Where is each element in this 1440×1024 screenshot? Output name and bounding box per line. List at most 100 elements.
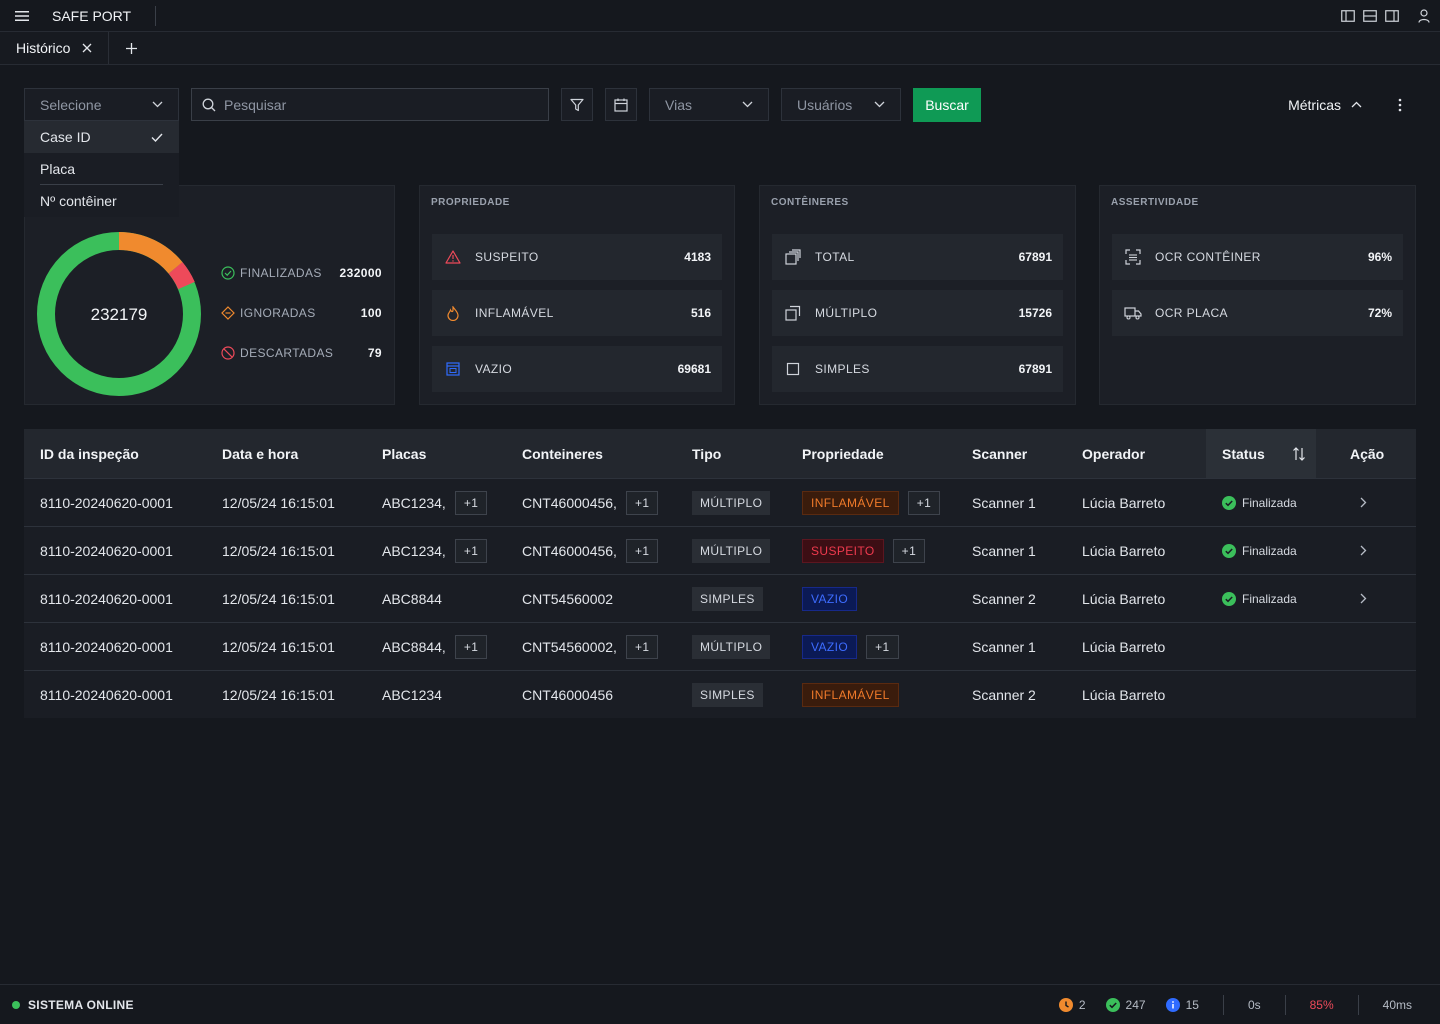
sort-icon[interactable]	[1292, 446, 1306, 461]
col-header-scanner[interactable]: Scanner	[972, 445, 1028, 462]
copy-icon	[783, 303, 803, 323]
legend-label: FINALIZADAS	[240, 266, 322, 280]
metric-value: 72%	[1367, 306, 1392, 320]
cell-operator: Lúcia Barreto	[1082, 542, 1166, 559]
metrics-toggle[interactable]: Métricas	[1288, 88, 1362, 121]
chevron-down-icon	[874, 101, 885, 108]
cell-inspection-id: 8110-20240620-0001	[40, 542, 173, 559]
tab-bar: Histórico	[0, 32, 1440, 65]
option-placa[interactable]: Placa	[24, 153, 179, 185]
cell-containers: CNT54560002	[522, 575, 613, 622]
usuarios-select[interactable]: Usuários	[781, 88, 901, 121]
layout-left-panel-icon[interactable]	[1340, 8, 1356, 24]
metric-label: VAZIO	[475, 362, 513, 376]
table-row[interactable]: 8110-20240620-0001 12/05/24 16:15:01 ABC88…	[24, 622, 1416, 670]
col-header-status[interactable]: Status	[1206, 429, 1316, 478]
status-header-label: Status	[1222, 445, 1265, 462]
col-header-containers[interactable]: Conteineres	[522, 445, 603, 462]
chevron-down-icon	[152, 101, 163, 108]
vias-select[interactable]: Vias	[649, 88, 769, 121]
open-row-button[interactable]	[1360, 575, 1367, 622]
col-header-property[interactable]: Propriedade	[802, 445, 884, 462]
plates-more-badge[interactable]: +1	[454, 490, 488, 515]
option-label: Placa	[40, 161, 76, 177]
option-container-number[interactable]: Nº contêiner	[24, 185, 179, 217]
type-tag: SIMPLES	[692, 586, 763, 611]
col-header-id[interactable]: ID da inspeção	[40, 445, 139, 462]
search-button[interactable]: Buscar	[913, 88, 981, 122]
search-input[interactable]	[224, 96, 524, 113]
cell-property: SUSPEITO +1	[802, 527, 926, 574]
add-tab-button[interactable]	[109, 32, 153, 64]
cell-property: VAZIO +1	[802, 623, 899, 670]
open-row-button[interactable]	[1360, 527, 1367, 574]
divider	[1284, 995, 1286, 1015]
time-readout: 0s	[1247, 998, 1261, 1012]
metric-label: TOTAL	[815, 250, 855, 264]
cell-property: INFLAMÁVEL +1	[802, 479, 941, 526]
plates-more-badge[interactable]: +1	[454, 538, 488, 563]
user-icon[interactable]	[1416, 8, 1432, 24]
table-row[interactable]: 8110-20240620-0001 12/05/24 16:15:01 ABC12…	[24, 526, 1416, 574]
property-more-badge[interactable]: +1	[866, 634, 899, 659]
metric-inflamavel: INFLAMÁVEL 516	[432, 290, 722, 336]
cell-containers: CNT54560002, +1	[522, 623, 659, 670]
filter-button[interactable]	[561, 88, 593, 121]
plate-value: ABC8844	[382, 590, 442, 607]
search-icon	[202, 98, 216, 111]
conteineres-card: CONTÊINERES TOTAL 67891 MÚLTIPLO 15726 S…	[759, 185, 1076, 405]
containers-more-badge[interactable]: +1	[625, 538, 659, 563]
containers-more-badge[interactable]: +1	[625, 490, 659, 515]
propriedade-card: PROPRIEDADE SUSPEITO 4183 INFLAMÁVEL 516…	[419, 185, 735, 405]
metric-label: OCR PLACA	[1155, 306, 1228, 320]
col-header-type[interactable]: Tipo	[692, 445, 722, 462]
metric-value: 96%	[1367, 250, 1392, 264]
legend-descartadas: DESCARTADAS 79	[221, 346, 382, 360]
tab-label: Histórico	[16, 40, 71, 56]
col-header-plates[interactable]: Placas	[382, 445, 427, 462]
prohibited-icon	[221, 346, 235, 360]
metric-multiplo: MÚLTIPLO 15726	[772, 290, 1063, 336]
table-row[interactable]: 8110-20240620-0001 12/05/24 16:15:01 ABC12…	[24, 478, 1416, 526]
more-options-button[interactable]	[1388, 88, 1412, 121]
date-picker-button[interactable]	[605, 88, 637, 121]
cell-inspection-id: 8110-20240620-0001	[40, 494, 173, 511]
search-box[interactable]	[191, 88, 549, 121]
tab-historico[interactable]: Histórico	[0, 32, 110, 64]
layout-bottom-panel-icon[interactable]	[1362, 8, 1378, 24]
property-tag: INFLAMÁVEL	[802, 682, 899, 707]
status-label: Finalizada	[1242, 591, 1297, 606]
legend-value: 232000	[339, 266, 382, 280]
table-row[interactable]: 8110-20240620-0001 12/05/24 16:15:01 ABC88…	[24, 574, 1416, 622]
chevron-up-icon	[1351, 101, 1362, 108]
info-count[interactable]: 15	[1165, 998, 1199, 1012]
table-row[interactable]: 8110-20240620-0001 12/05/24 16:15:01 ABC12…	[24, 670, 1416, 718]
close-icon[interactable]	[82, 40, 92, 56]
ok-count[interactable]: 247	[1105, 998, 1146, 1012]
container-value: CNT46000456,	[522, 494, 617, 511]
kebab-menu-icon	[1398, 98, 1402, 111]
warning-count[interactable]: 2	[1058, 998, 1086, 1012]
metric-value: 516	[690, 306, 711, 320]
property-more-badge[interactable]: +1	[907, 490, 941, 515]
hamburger-menu-icon[interactable]	[0, 0, 44, 32]
type-tag: MÚLTIPLO	[692, 634, 771, 659]
container-value: CNT54560002,	[522, 638, 617, 655]
metric-value: 67891	[1018, 362, 1052, 376]
legend-label: IGNORADAS	[240, 306, 316, 320]
property-more-badge[interactable]: +1	[892, 538, 926, 563]
plates-more-badge[interactable]: +1	[454, 634, 488, 659]
col-header-operator[interactable]: Operador	[1082, 445, 1146, 462]
cell-operator: Lúcia Barreto	[1082, 638, 1166, 655]
info-count-value: 15	[1185, 998, 1199, 1012]
cell-plates: ABC1234, +1	[382, 527, 488, 574]
col-header-datetime[interactable]: Data e hora	[222, 445, 299, 462]
layout-right-panel-icon[interactable]	[1384, 8, 1400, 24]
cell-containers: CNT46000456	[522, 671, 613, 718]
search-field-select[interactable]: Selecione	[24, 88, 179, 121]
containers-more-badge[interactable]: +1	[625, 634, 659, 659]
metric-simples: SIMPLES 67891	[772, 346, 1063, 392]
option-case-id[interactable]: Case ID	[24, 121, 179, 153]
open-row-button[interactable]	[1360, 479, 1367, 526]
legend-value: 100	[360, 306, 382, 320]
